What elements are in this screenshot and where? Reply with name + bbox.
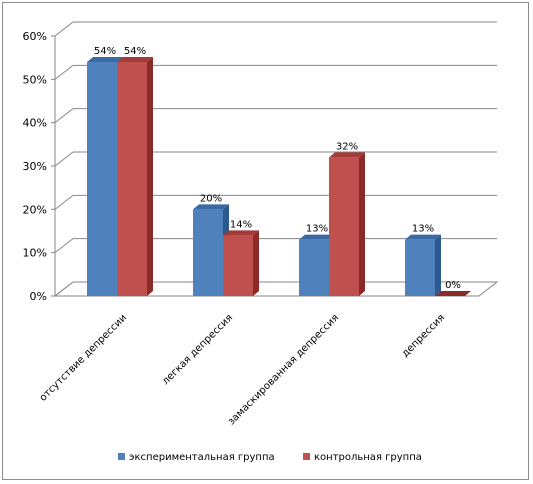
gridline-diag [54,281,74,297]
bar-top [117,57,153,62]
bar-front [299,239,329,296]
bar-side [359,152,365,296]
gridline-diag [54,21,74,37]
bar [223,230,259,296]
legend-item: контрольная группа [303,452,422,463]
bar [405,234,441,296]
gridline-diag [54,238,74,254]
bar-front [223,235,253,296]
bar-top [299,234,335,240]
legend-swatch [118,453,125,460]
y-tick-label: 0% [30,290,47,303]
legend-label: экспериментальная группа [129,452,275,463]
data-label: 32% [336,141,358,152]
legend: экспериментальная группа контрольная груп… [118,452,422,463]
y-tick-label: 10% [23,247,47,260]
category-label: депрессия [400,312,447,359]
category-label: легкая депрессия [160,312,235,387]
bar-side [147,57,153,296]
y-tick-label: 50% [23,73,47,86]
data-label: 20% [200,193,222,204]
data-label: 54% [124,46,146,57]
y-axis-ticks: 0% 10% 20% 30% 40% 50% 60% [23,30,55,303]
y-tick-label: 30% [23,160,47,173]
y-tick-label: 20% [23,203,47,216]
data-label: 54% [94,46,116,57]
bar-front [117,62,147,296]
bar-front [193,209,223,296]
y-tick-label: 40% [23,117,47,130]
data-label: 13% [412,224,434,235]
bar-top [193,204,229,210]
category-labels: отсутствие депрессии легкая депрессиязама… [38,312,447,427]
bar-side [435,234,441,296]
data-label: 0% [445,280,461,291]
gridline-diag [54,108,74,124]
category-label: отсутствие депрессии [38,312,129,403]
bar [329,152,365,296]
bar-top [405,234,441,240]
bar-side [253,230,259,296]
category-label: замаскированная депрессия [226,312,341,427]
bar-front [87,62,117,296]
bar [435,291,471,296]
gridline-diag [54,151,74,167]
data-label: 13% [306,224,328,235]
bars [87,57,471,296]
legend-item: экспериментальная группа [118,452,275,463]
bar-top [87,57,123,62]
gridline-diag [54,64,74,80]
bar-front [329,157,359,296]
bar-top [223,230,259,236]
bar-top [329,152,365,158]
y-tick-label: 60% [23,30,47,43]
bar [117,57,153,296]
data-labels: 54% 54% 20% 14% 13% 32% 13% 0% [94,46,461,291]
legend-label: контрольная группа [314,452,422,463]
bar-top [435,291,471,296]
gridline-diag [54,194,74,210]
bar-front [405,239,435,296]
legend-swatch [303,453,310,460]
data-label: 14% [230,219,252,230]
